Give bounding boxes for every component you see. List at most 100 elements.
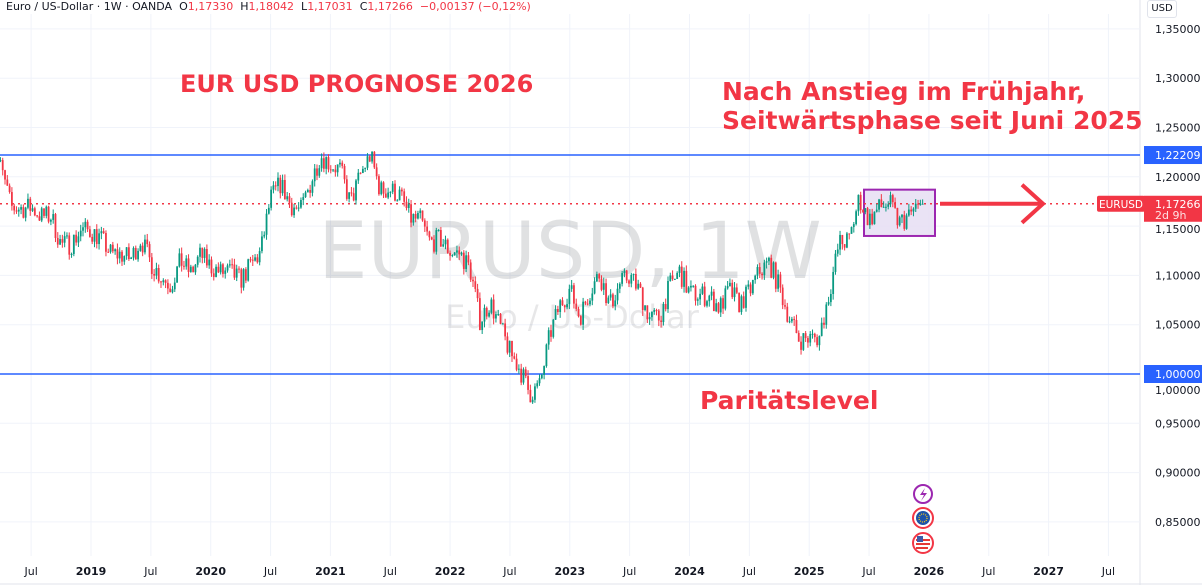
x-tick-label: Jul — [981, 565, 995, 578]
candle-body — [852, 224, 855, 228]
candle-body — [114, 249, 117, 252]
candle-body — [634, 273, 637, 289]
candle-body — [559, 300, 562, 313]
candle-body — [270, 189, 273, 208]
candle-body — [47, 206, 50, 222]
candle-body — [639, 283, 642, 288]
candle-body — [343, 165, 346, 180]
candle-body — [751, 279, 754, 294]
close-label: C — [359, 0, 368, 13]
candle-body — [866, 208, 869, 226]
candle-body — [829, 294, 832, 303]
candle-body — [137, 250, 139, 260]
candle-body — [795, 320, 798, 334]
symbol-tag — [1097, 195, 1145, 212]
candle-body — [754, 275, 757, 280]
candle-body — [742, 296, 745, 308]
y-tick-label: 1,10000 — [1155, 269, 1201, 282]
candle-body — [139, 245, 142, 251]
candle-body — [483, 307, 486, 322]
candle-body — [293, 207, 295, 216]
candle-body — [403, 191, 406, 202]
candle-body — [735, 287, 738, 293]
candle-body — [538, 378, 541, 384]
candle-body — [573, 285, 575, 304]
title-annotation: EUR USD PROGNOSE 2026 — [180, 70, 534, 98]
candle-body — [391, 183, 394, 192]
currency-button[interactable]: USD — [1147, 0, 1177, 18]
candle-body — [504, 323, 507, 337]
candle-body — [194, 264, 197, 273]
candle-body — [254, 257, 256, 261]
candle-body — [582, 301, 585, 325]
candle-body — [834, 253, 837, 272]
candle-body — [290, 202, 293, 216]
candle-body — [15, 210, 18, 212]
candle-body — [616, 288, 619, 301]
candle-body — [29, 198, 32, 211]
candle-body — [696, 299, 699, 301]
candle-body — [123, 256, 126, 262]
candle-body — [683, 270, 685, 287]
candle-body — [685, 270, 688, 293]
candle-body — [205, 248, 208, 266]
candle-body — [6, 179, 9, 186]
candle-body — [513, 356, 516, 359]
candle-body — [678, 266, 681, 273]
candle-body — [107, 251, 110, 253]
candle-body — [283, 179, 286, 200]
candle-body — [807, 338, 809, 343]
candle-body — [894, 202, 897, 208]
candle-body — [846, 233, 848, 248]
candle-body — [444, 239, 447, 245]
candle-body — [59, 239, 61, 245]
candle-body — [488, 312, 490, 317]
y-tick-label: 1,15000 — [1155, 223, 1201, 236]
candle-body — [465, 255, 468, 269]
candle-body — [566, 304, 568, 308]
candle-body — [540, 374, 543, 379]
candle-body — [394, 183, 396, 201]
candle-body — [887, 204, 890, 207]
x-tick-label: 2022 — [435, 565, 466, 578]
candle-body — [355, 180, 357, 201]
candle-body — [192, 266, 195, 273]
candle-body — [524, 369, 527, 377]
candle-body — [70, 253, 73, 255]
candle-body — [543, 366, 546, 375]
candle-body — [901, 214, 903, 218]
candle-body — [547, 330, 550, 345]
candle-body — [130, 257, 133, 260]
candle-body — [827, 302, 830, 305]
candle-body — [162, 280, 165, 283]
candle-body — [699, 293, 702, 300]
candle-body — [478, 298, 481, 331]
candle-body — [33, 208, 36, 216]
candle-body — [228, 264, 231, 266]
low-label: L — [301, 0, 308, 13]
candle-body — [86, 221, 89, 230]
candle-body — [836, 249, 839, 254]
candle-body — [779, 274, 782, 288]
y-tick-label: 1,00000 — [1155, 384, 1201, 397]
candle-body — [637, 283, 640, 289]
candle-body — [584, 301, 587, 304]
candle-body — [777, 274, 780, 289]
candle-body — [607, 297, 610, 304]
candle-body — [36, 215, 39, 217]
candle-body — [366, 156, 369, 168]
candle-body — [781, 287, 784, 306]
candle-body — [600, 278, 603, 290]
candle-body — [531, 399, 534, 403]
candle-body — [793, 318, 796, 321]
candle-body — [327, 157, 330, 170]
candle-body — [816, 337, 819, 346]
candle-body — [61, 239, 64, 243]
candle-body — [687, 287, 690, 293]
candle-body — [724, 288, 727, 309]
candle-body — [45, 206, 48, 216]
symbol-name: Euro / US-Dollar · 1W · OANDA — [6, 0, 173, 13]
candle-body — [43, 208, 45, 216]
candle-body — [265, 213, 268, 235]
